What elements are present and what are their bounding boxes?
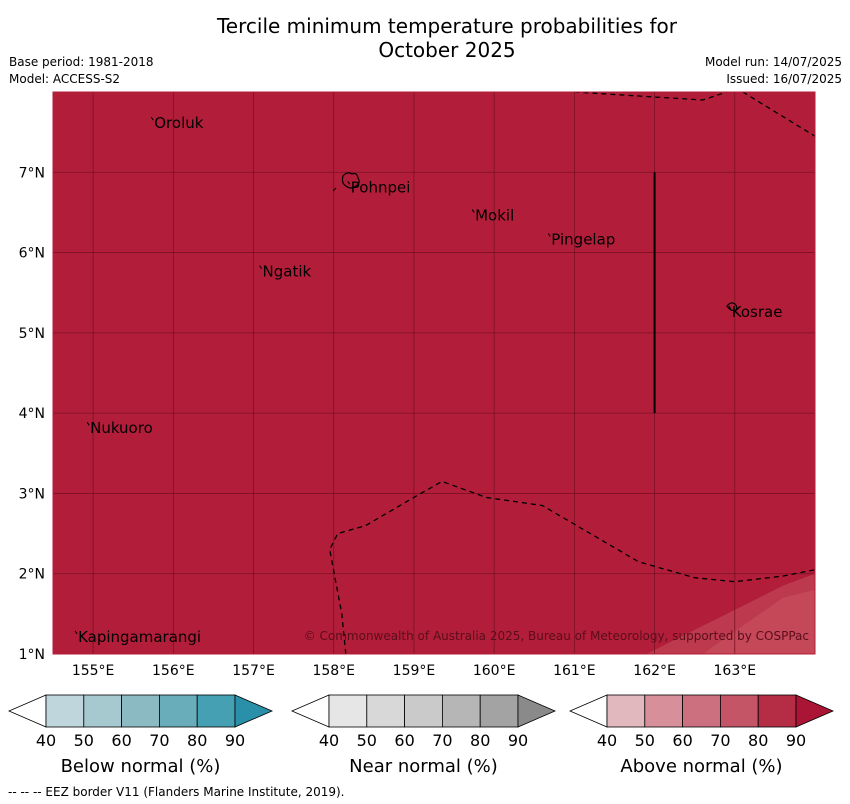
eez-border-line: [329, 480, 815, 654]
colorbar-cell: [158, 694, 198, 728]
title-line-2: October 2025: [378, 38, 516, 62]
colorbar-high-arrow: [234, 694, 274, 728]
lon-tick-label: 157°E: [232, 663, 275, 679]
colorbar-cell: [121, 694, 160, 728]
colorbar-tick-label: 50: [635, 731, 655, 750]
colorbar-cell: [644, 694, 683, 728]
colorbar-low-arrow: [7, 694, 47, 728]
place-label: Ngatik: [263, 263, 312, 281]
lon-tick-label: 160°E: [473, 663, 516, 679]
map-frame: [52, 91, 816, 655]
meta-left: Base period: 1981-2018 Model: ACCESS-S2: [9, 54, 154, 88]
lon-tick-label: 156°E: [152, 663, 195, 679]
colorbar-cell: [606, 694, 646, 728]
lat-tick-label: 7°N: [19, 165, 45, 181]
atoll-marker-icon: [150, 116, 154, 121]
lat-tick-label: 5°N: [19, 326, 45, 342]
colorbar-tick-label: 70: [432, 731, 452, 750]
place-label: Mokil: [475, 206, 514, 224]
lon-tick-label: 162°E: [633, 663, 676, 679]
model-run-text: Model run: 14/07/2025: [704, 55, 842, 69]
colorbar-cell: [682, 694, 721, 728]
kosrae-island-icon: [726, 302, 738, 312]
colorbar-tick-label: 60: [394, 731, 414, 750]
colorbar-tick-label: 80: [748, 731, 768, 750]
lon-tick-label: 159°E: [393, 663, 436, 679]
colorbar-tick-label: 60: [672, 731, 692, 750]
colorbar-cell: [45, 694, 85, 728]
atoll-marker-icon: [728, 305, 732, 310]
place-label: Kapingamarangi: [78, 628, 201, 646]
colorbar-cell: [196, 694, 236, 728]
colorbar-title: Above normal (%): [620, 756, 782, 777]
atoll-marker-icon: [86, 421, 90, 426]
colorbar-tick-label: 90: [508, 731, 528, 750]
colorbar-tick-label: 80: [187, 731, 207, 750]
colorbar-cell: [757, 694, 797, 728]
atoll-marker-icon: [547, 233, 551, 237]
colorbar-cell: [441, 694, 481, 728]
probability-field: [53, 92, 815, 654]
colorbar-tick-label: 90: [786, 731, 806, 750]
lat-tick-label: 6°N: [19, 246, 45, 262]
colorbar-low-arrow: [568, 694, 608, 728]
eez-footnote: -- -- -- EEZ border V11 (Flanders Marine…: [8, 785, 345, 799]
meta-right: Model run: 14/07/2025 Issued: 16/07/2025: [705, 54, 842, 88]
atoll-marker-icon: [74, 630, 78, 635]
colorbar-tick-label: 60: [111, 731, 131, 750]
colorbar-cell: [720, 694, 759, 728]
colorbar-cell: [404, 694, 443, 728]
colorbar-high-arrow: [795, 694, 835, 728]
lighter-probability-region: [702, 589, 815, 654]
map-panel: 155°E 156°E 157°E 158°E 159°E 160°E 161°E 162°E…: [19, 91, 816, 679]
lon-tick-label: 155°E: [72, 663, 115, 679]
lat-tick-label: 3°N: [19, 486, 45, 502]
atoll-marker-icon: [259, 265, 262, 269]
model-text: Model: ACCESS-S2: [9, 72, 121, 86]
copyright-text: © Commonwealth of Australia 2025, Bureau…: [304, 629, 809, 643]
place-label: Pingelap: [551, 231, 615, 249]
title-line-1: Tercile minimum temperature probabilitie…: [216, 14, 678, 38]
colorbar-low-arrow: [290, 694, 330, 728]
lon-tick-label: 163°E: [714, 663, 757, 679]
place-label: Nukuoro: [90, 419, 153, 437]
lon-tick-label: 158°E: [312, 663, 355, 679]
colorbar-tick-label: 50: [74, 731, 94, 750]
colorbar-tick-label: 70: [149, 731, 169, 750]
place-label: Pohnpei: [351, 178, 411, 196]
lat-tick-label: 2°N: [19, 567, 45, 583]
page-title: Tercile minimum temperature probabilitie…: [0, 14, 850, 62]
lat-tick-label: 4°N: [19, 406, 45, 422]
place-label: Kosrae: [732, 303, 783, 321]
colorbar-tick-label: 90: [225, 731, 245, 750]
colorbar-cell: [83, 694, 123, 728]
colorbar-high-arrow: [517, 694, 557, 728]
colorbar-cell: [479, 694, 519, 728]
lat-tick-label: 1°N: [19, 647, 45, 663]
colorbar-tick-label: 70: [710, 731, 730, 750]
colorbar-cell: [366, 694, 405, 728]
colorbar-tick-label: 40: [36, 731, 56, 750]
colorbar-title: Below normal (%): [61, 756, 221, 777]
issued-text: Issued: 16/07/2025: [726, 72, 842, 86]
ant-atoll-icon: [332, 187, 337, 192]
place-label: Oroluk: [154, 114, 203, 132]
colorbar-tick-label: 80: [470, 731, 490, 750]
pohnpei-island-icon: [341, 172, 360, 189]
lon-tick-label: 161°E: [553, 663, 596, 679]
colorbar-tick-label: 40: [597, 731, 617, 750]
colorbar-tick-label: 50: [357, 731, 377, 750]
base-period-text: Base period: 1981-2018: [9, 55, 154, 69]
colorbar-tick-label: 40: [319, 731, 339, 750]
atoll-marker-icon: [471, 209, 475, 213]
colorbar-title: Near normal (%): [349, 756, 498, 777]
atoll-marker-icon: [347, 181, 351, 185]
colorbar-cell: [328, 694, 368, 728]
eez-border-line: [574, 92, 728, 101]
